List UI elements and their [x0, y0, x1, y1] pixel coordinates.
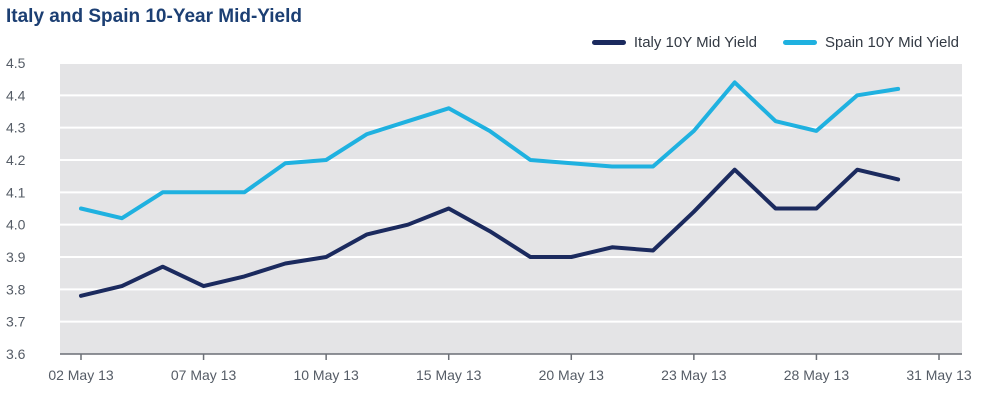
legend-label-italy: Italy 10Y Mid Yield: [633, 34, 758, 51]
y-tick-label: 4.2: [6, 152, 26, 168]
y-tick-label: 3.6: [6, 346, 26, 362]
series-line-spain: [79, 80, 901, 221]
y-tick-label: 3.8: [6, 281, 26, 297]
legend-swatch-italy: [591, 40, 626, 45]
y-tick-label: 4.5: [6, 55, 26, 71]
legend-swatch-spain: [783, 40, 818, 45]
y-tick-label: 4.4: [6, 87, 26, 103]
plot-area: [60, 63, 962, 354]
x-tick-label: 31 May 13: [906, 367, 972, 383]
chart-title: Italy and Spain 10-Year Mid-Yield: [6, 6, 302, 27]
x-tick-label: 15 May 13: [416, 367, 482, 383]
series-line-italy: [79, 167, 901, 298]
legend: Italy 10Y Mid Yield Spain 10Y Mid Yield: [591, 34, 959, 51]
y-tick-label: 3.7: [6, 314, 26, 330]
y-tick-label: 4.1: [6, 184, 26, 200]
legend-item-spain: Spain 10Y Mid Yield: [783, 34, 959, 51]
x-tick-label: 23 May 13: [661, 367, 727, 383]
y-tick-label: 3.9: [6, 249, 26, 265]
y-tick-label: 4.0: [6, 217, 26, 233]
x-tick-label: 07 May 13: [171, 367, 237, 383]
legend-label-spain: Spain 10Y Mid Yield: [825, 34, 959, 51]
x-tick-label: 10 May 13: [293, 367, 359, 383]
legend-item-italy: Italy 10Y Mid Yield: [591, 34, 758, 51]
x-tick-label: 28 May 13: [784, 367, 850, 383]
y-tick-label: 4.3: [6, 120, 26, 136]
x-tick-label: 20 May 13: [539, 367, 605, 383]
x-tick-label: 02 May 13: [48, 367, 114, 383]
